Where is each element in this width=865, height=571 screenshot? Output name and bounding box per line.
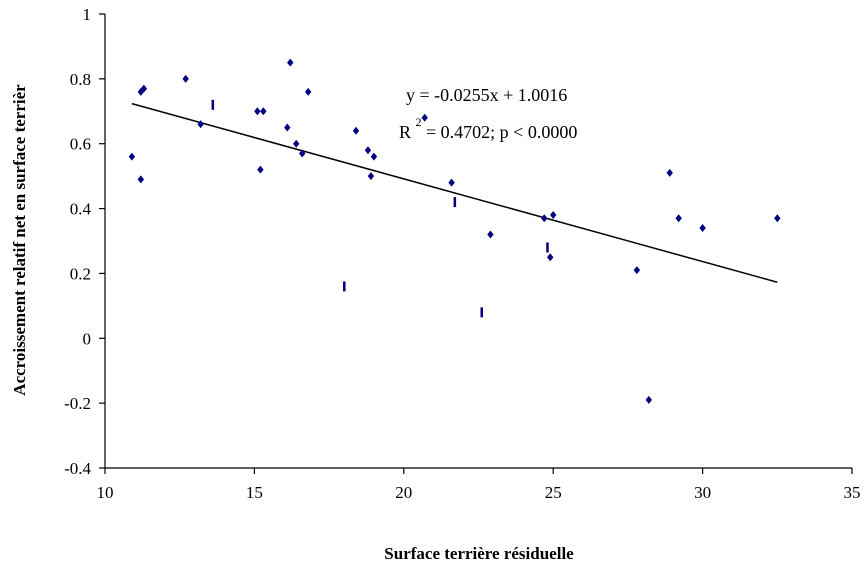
data-point — [421, 113, 428, 122]
x-axis-title: Surface terrière résiduelle — [384, 544, 574, 563]
data-point — [182, 74, 189, 83]
data-point — [448, 178, 455, 187]
x-tick-label: 15 — [246, 483, 263, 502]
data-point — [370, 152, 378, 161]
data-point — [774, 214, 781, 223]
data-point — [546, 242, 549, 253]
data-point — [211, 99, 215, 110]
data-point — [453, 197, 457, 208]
data-point — [480, 307, 483, 318]
y-tick-label: 0 — [83, 329, 92, 348]
y-ticks: -0.4 -0.2 0 0.2 0.4 0.6 0.8 1 — [64, 5, 105, 478]
data-point — [666, 168, 673, 177]
data-point — [257, 165, 264, 174]
y-tick-label: 0.2 — [70, 264, 91, 283]
data-point — [352, 126, 360, 135]
r-squared-exponent: 2 — [416, 115, 422, 129]
y-tick-label: -0.4 — [64, 459, 91, 478]
trendline — [131, 102, 778, 283]
data-point — [140, 84, 148, 93]
y-tick-label: 0.4 — [70, 200, 92, 219]
data-point — [287, 58, 294, 67]
data-point — [304, 87, 312, 96]
data-points — [128, 58, 781, 404]
r-squared-annotation: R 2 = 0.4702; p < 0.0000 — [399, 110, 577, 142]
equation-annotation: y = -0.0255x + 1.0016 — [406, 85, 567, 105]
data-point — [645, 395, 653, 404]
data-point — [260, 107, 267, 116]
data-point — [487, 230, 494, 239]
data-point — [367, 172, 375, 181]
data-point — [128, 152, 136, 161]
data-point — [254, 107, 261, 116]
x-tick-label: 30 — [694, 483, 711, 502]
x-tick-label: 25 — [545, 483, 562, 502]
data-point — [293, 139, 300, 148]
data-point — [299, 149, 306, 158]
data-point — [364, 146, 372, 155]
data-point — [541, 214, 548, 223]
r-squared-prefix: R — [399, 122, 411, 142]
x-tick-label: 10 — [97, 483, 114, 502]
axes — [104, 14, 852, 469]
x-ticks: 10 15 20 25 30 35 — [97, 468, 861, 502]
data-point — [550, 211, 557, 220]
y-tick-label: 0.8 — [70, 70, 91, 89]
y-tick-label: 0.6 — [70, 135, 91, 154]
r-squared-rest: = 0.4702; p < 0.0000 — [426, 122, 577, 142]
data-point — [633, 266, 641, 275]
y-tick-label: 1 — [83, 5, 92, 24]
data-point — [699, 224, 706, 233]
y-tick-label: -0.2 — [64, 394, 91, 413]
data-point — [197, 120, 204, 129]
data-point — [137, 175, 145, 184]
data-point — [547, 253, 554, 262]
x-tick-label: 35 — [844, 483, 861, 502]
y-axis-title: Accroissement relatif net en surface ter… — [10, 84, 29, 396]
data-point — [284, 123, 291, 132]
x-tick-label: 20 — [395, 483, 412, 502]
data-point — [343, 281, 346, 292]
data-point — [675, 214, 682, 223]
